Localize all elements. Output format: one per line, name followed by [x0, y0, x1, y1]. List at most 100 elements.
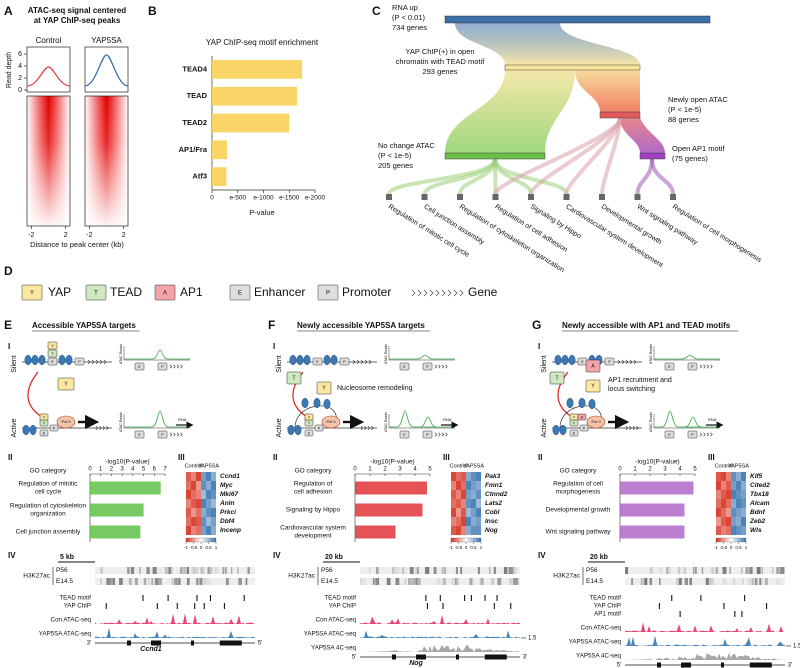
gene-chevron: [180, 364, 183, 369]
track-label: YAP5SA 4C-seq: [576, 653, 621, 660]
heatmap-cell: [721, 517, 726, 526]
strand-end: 5': [352, 655, 356, 661]
chromatin-band: [625, 567, 785, 574]
chromatin-stripe: [677, 578, 680, 585]
heatmap-cell: [461, 490, 466, 499]
heatmap-cell: [186, 472, 191, 481]
gene-chevron: [180, 432, 183, 437]
heatmap-cell: [186, 481, 191, 490]
colorbar-label: 0: [200, 545, 203, 550]
heatmap-cell: [201, 472, 206, 481]
chromatin-stripe: [511, 567, 514, 574]
chromatin-stripe: [368, 567, 371, 574]
y-tick-label: 2: [18, 75, 22, 82]
x-tick-label: 0: [618, 467, 622, 473]
nucleosome: [566, 397, 574, 409]
heatmap-cell: [196, 508, 201, 517]
panel-title: at YAP ChIP-seq peaks: [34, 16, 121, 25]
track-label: E14.5: [321, 578, 338, 585]
chromatin-stripe: [146, 567, 150, 574]
heatmap-cell: [186, 508, 191, 517]
chromatin-stripe: [404, 578, 407, 585]
chart-title: YAP ChIP-seq motif enrichment: [206, 38, 319, 47]
chromatin-stripe: [139, 567, 141, 574]
chromatin-stripe: [455, 578, 457, 585]
gene-chevron: [169, 432, 173, 437]
y-tick-label: 4: [18, 63, 22, 70]
heatmap-column-label: Control: [715, 463, 733, 469]
section-label: III: [178, 453, 185, 462]
element-box: [399, 430, 410, 439]
chromatin-stripe: [395, 578, 400, 585]
chromatin-stripe: [649, 567, 653, 574]
profile-box: [26, 46, 71, 93]
nucleosome: [588, 398, 596, 410]
heatmap-cell: [731, 490, 736, 499]
node-label: 734 genes: [392, 23, 427, 32]
chromatin-stripe: [416, 567, 419, 574]
chromatin-stripe: [226, 578, 229, 585]
heatmap-cell: [476, 526, 481, 535]
node-label: No change ATAC: [378, 141, 435, 150]
chromatin-stripe: [376, 578, 380, 585]
pol-ii: [321, 415, 341, 429]
gene-chevron: [176, 364, 180, 369]
chromatin-stripe: [152, 567, 156, 574]
chromatin-stripe: [208, 567, 210, 574]
x-axis-label: -log10(P-value): [635, 459, 679, 466]
legend-label: Promoter: [342, 285, 391, 299]
heatmap-column-label: YAP5SA: [198, 463, 219, 469]
element-box: [422, 430, 433, 439]
nucleosome: [22, 424, 30, 436]
heatmap-cell: [451, 499, 456, 508]
heatmap-cell: [196, 481, 201, 490]
y-tick-label: Regulation of: [294, 481, 332, 488]
chromatin-stripe: [375, 578, 377, 585]
panel-title: Newly accessible YAP5SA targets: [297, 321, 425, 330]
heatmap-cell: [456, 526, 461, 535]
gene-chevron: [459, 289, 464, 297]
heatmap-cell: [721, 499, 726, 508]
x-axis-label: P-value: [249, 208, 274, 217]
chromatin-stripe: [733, 578, 736, 585]
chromatin-stripe: [194, 567, 196, 574]
track-label: YAP ChIP: [594, 603, 621, 610]
x-tick-label: 1: [368, 467, 372, 473]
chromatin-stripe: [201, 567, 205, 574]
bar: [212, 113, 290, 133]
heatmap-cell: [451, 481, 456, 490]
gene-label: Dbf4: [220, 518, 235, 525]
chromatin-stripe: [167, 567, 171, 574]
heatmap-cell: [721, 472, 726, 481]
heatmap-cell: [461, 517, 466, 526]
chromatin-stripe: [667, 567, 671, 574]
colorbar: [185, 537, 217, 543]
chromatin-stripe: [479, 578, 482, 585]
nucleosome: [296, 354, 304, 366]
gene-chevron: [441, 364, 445, 369]
nucleosome: [303, 354, 311, 366]
exon: [127, 640, 131, 646]
heatmap-cell: [461, 481, 466, 490]
heatmap-cell: [471, 499, 476, 508]
exon: [657, 662, 661, 668]
chromatin-stripe: [684, 578, 688, 585]
box-letter: T: [308, 420, 311, 425]
nucleosome: [559, 424, 567, 436]
section-label: III: [708, 453, 715, 462]
element-box: [314, 424, 324, 432]
element-box: [39, 429, 49, 437]
pol-label: Pol II: [591, 419, 600, 424]
state-label: Active: [541, 418, 548, 437]
chromatin-stripe: [710, 578, 714, 585]
node-label: (P < 1e-5): [378, 151, 412, 160]
panel-title: Newly accessible with AP1 and TEAD motif…: [562, 321, 731, 330]
chromatin-stripe: [441, 567, 443, 574]
legend-box: [85, 284, 107, 301]
y-tick-label: Cardiovascular system: [280, 525, 346, 532]
exon: [749, 662, 772, 668]
reads-label: ATAC Reads: [119, 412, 123, 432]
chromatin-stripe: [514, 578, 519, 585]
gene-chevron: [710, 432, 713, 437]
strand-end: 5': [258, 641, 262, 647]
